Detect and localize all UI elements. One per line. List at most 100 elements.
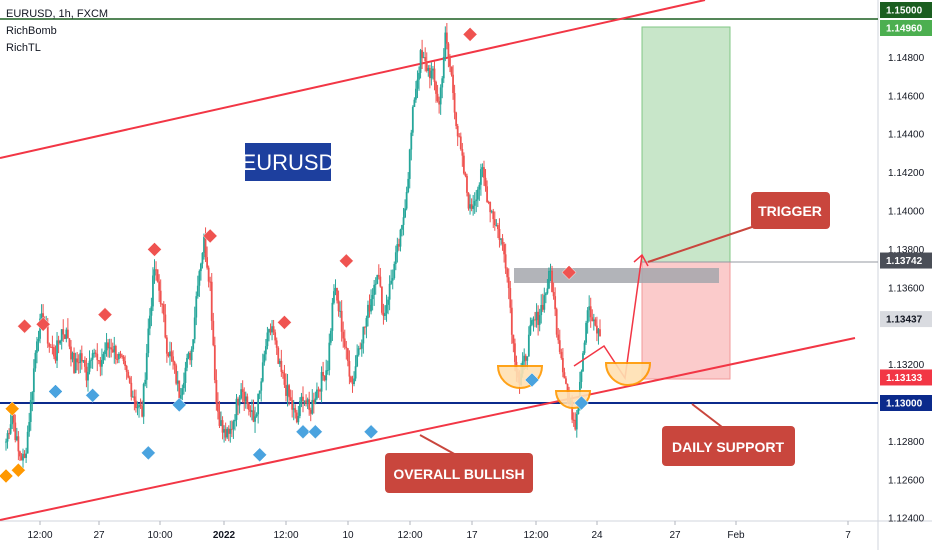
- candle: [114, 344, 117, 365]
- candle: [200, 262, 202, 281]
- candle: [410, 129, 413, 161]
- candle: [83, 356, 86, 373]
- candle-body: [281, 371, 284, 374]
- candle-body: [428, 67, 431, 79]
- candle: [17, 431, 20, 461]
- candle-body: [337, 300, 340, 312]
- candle: [316, 382, 318, 401]
- take-profit-zone[interactable]: [641, 26, 731, 263]
- candle: [71, 351, 74, 363]
- lower-channel-trendline[interactable]: [0, 337, 856, 521]
- overall-bullish-callout[interactable]: OVERALL BULLISH: [385, 434, 533, 493]
- candle-body: [229, 428, 232, 434]
- trigger-callout[interactable]: TRIGGER: [647, 192, 830, 263]
- candle-body: [20, 456, 23, 461]
- candle-body: [87, 371, 89, 381]
- price-badge-bg: [880, 311, 932, 328]
- candle-body: [36, 341, 38, 353]
- candle-body: [107, 342, 109, 349]
- candle: [14, 414, 17, 443]
- candle: [243, 387, 246, 412]
- candle: [464, 171, 467, 178]
- candle: [447, 42, 450, 68]
- candle-body: [450, 66, 453, 75]
- candle: [436, 84, 439, 103]
- candle: [501, 234, 504, 251]
- candle-body: [421, 50, 424, 58]
- candle-body: [196, 285, 199, 297]
- candle-body: [444, 32, 447, 57]
- blue-signal-marker: [574, 395, 589, 411]
- consolidation-zone[interactable]: [514, 268, 719, 283]
- candle-body: [380, 286, 383, 313]
- candle: [294, 404, 297, 419]
- candle: [299, 397, 301, 419]
- candle: [110, 338, 113, 358]
- candle: [238, 395, 241, 414]
- legend-indicator-richbomb[interactable]: RichBomb: [6, 25, 57, 37]
- candle-body: [402, 217, 405, 225]
- daily-support-callout[interactable]: DAILY SUPPORT: [662, 403, 795, 466]
- candle-body: [415, 88, 417, 100]
- candle: [20, 453, 23, 461]
- candle-body: [489, 202, 492, 213]
- candle-body: [62, 329, 65, 335]
- candle-body: [357, 348, 360, 355]
- candle: [413, 97, 416, 108]
- x-tick-label: 10: [342, 530, 354, 541]
- candle-body: [234, 419, 236, 422]
- legend-symbol[interactable]: EURUSD, 1h, FXCM: [6, 8, 109, 20]
- candle-body: [322, 372, 325, 376]
- candle: [585, 320, 587, 345]
- candle: [470, 198, 473, 212]
- candle-body: [394, 252, 397, 264]
- candle-body: [514, 343, 516, 362]
- candle: [15, 427, 18, 442]
- candle: [314, 391, 317, 405]
- candle: [350, 375, 352, 383]
- candle-body: [464, 173, 467, 176]
- candle: [439, 84, 442, 115]
- candle-body: [26, 431, 29, 454]
- candle-body: [481, 167, 484, 170]
- candle: [507, 268, 510, 300]
- candle: [258, 390, 261, 400]
- candle-body: [73, 352, 75, 373]
- candle-body: [469, 204, 471, 209]
- candle-body: [165, 337, 168, 354]
- candle-body: [176, 380, 179, 384]
- legend-indicator-richtl[interactable]: RichTL: [6, 42, 41, 54]
- candle: [91, 349, 94, 369]
- y-tick-label: 1.14800: [888, 53, 925, 64]
- candle: [360, 339, 363, 357]
- upper-channel-trendline[interactable]: [0, 0, 706, 159]
- candle-body: [116, 358, 119, 360]
- candle-body: [548, 270, 550, 289]
- candle-body: [527, 334, 530, 357]
- candle-body: [59, 340, 62, 344]
- candle-body: [475, 199, 478, 202]
- candle: [127, 369, 130, 379]
- price-axis[interactable]: [878, 0, 932, 550]
- candle-body: [278, 360, 281, 364]
- candle: [224, 422, 227, 441]
- trigger-text: TRIGGER: [758, 203, 822, 219]
- candle-body: [438, 101, 441, 105]
- candle: [541, 293, 544, 312]
- price-badge-text: 1.13000: [886, 399, 923, 410]
- candle-body: [449, 56, 451, 67]
- candle-body: [169, 351, 171, 357]
- candle: [490, 209, 493, 214]
- x-tick-label: 7: [845, 530, 851, 541]
- candle-body: [418, 72, 420, 80]
- red-signal-marker: [35, 316, 51, 332]
- candle-body: [182, 382, 185, 389]
- candle: [425, 52, 428, 73]
- candle: [251, 399, 253, 421]
- candle: [458, 133, 461, 138]
- candle: [175, 363, 178, 386]
- candle-body: [493, 219, 496, 226]
- candle-body: [68, 338, 71, 347]
- candle: [548, 267, 550, 290]
